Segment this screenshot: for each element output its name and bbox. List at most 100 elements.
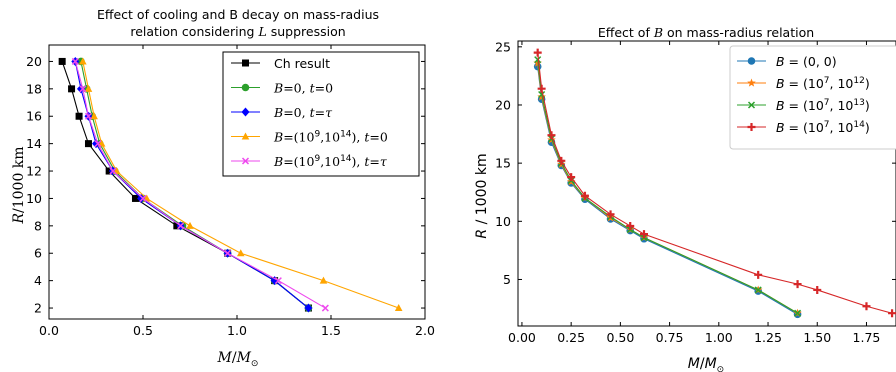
data-point	[606, 210, 615, 219]
label-part: )	[865, 120, 870, 135]
data-point	[84, 84, 93, 92]
data-point	[321, 304, 329, 312]
label-part: ⊙	[251, 359, 259, 369]
label-part: =0,	[283, 81, 309, 96]
x-tick-label: 1.50	[803, 330, 831, 345]
left-title-line1: Effect of cooling and B decay on mass-ra…	[97, 7, 379, 22]
label-part: /	[700, 356, 705, 372]
label-part: ⊙	[717, 365, 725, 372]
data-point	[236, 249, 245, 257]
right-legend: B = (0, 0)B = (107, 1012)B = (107, 1013)…	[729, 45, 896, 150]
right-y-axis-label: R / 1000 km	[474, 153, 490, 238]
x-tick-label: 0.0	[39, 323, 59, 338]
data-point	[534, 56, 542, 64]
label-part: )	[865, 76, 870, 91]
data-point	[557, 156, 566, 165]
label-part: , 10	[830, 98, 854, 113]
label-part: 12	[853, 76, 864, 86]
data-point	[131, 194, 139, 202]
label-part: τ	[380, 154, 388, 169]
legend-label: B = (0, 0)	[776, 54, 837, 69]
data-point	[68, 85, 76, 93]
label-part: 13	[853, 98, 864, 108]
label-part: B	[273, 154, 283, 169]
data-point	[92, 139, 100, 149]
plot-frame	[517, 40, 896, 327]
y-tick-label: 20	[495, 97, 511, 112]
y-tick-label: 14	[26, 136, 42, 151]
right-chart: Effect of B on mass-radius relation 0.00…	[474, 25, 896, 372]
label-part: t	[364, 154, 370, 169]
label-part: R	[11, 213, 27, 225]
left-y-axis-label: R/1000 km	[11, 146, 27, 224]
y-tick-label: 18	[26, 81, 42, 96]
label-part: =	[369, 154, 379, 169]
left-plot-area: 0.0 0.5 1.0 1.5 2.0 2 4 6 8 10 12 14 16 18 20	[26, 44, 435, 338]
data-point	[139, 194, 147, 202]
data-point	[224, 249, 232, 257]
series-4	[71, 57, 329, 312]
legend-entry: B = (0, 0)	[737, 54, 837, 69]
label-part: =(10	[283, 154, 314, 169]
series-line	[82, 61, 399, 309]
data-point	[580, 191, 589, 200]
legend-box	[729, 45, 896, 150]
data-point	[754, 270, 763, 279]
label-part: M	[688, 356, 700, 372]
legend-entry: B=0, t=τ	[231, 105, 333, 120]
data-point	[79, 57, 87, 65]
label-part: 7	[824, 98, 830, 108]
legend-entry: B = (107, 1012)	[737, 76, 870, 91]
x-tick-label: 2.0	[415, 323, 435, 338]
label-part: , 10	[830, 120, 854, 135]
y-tick-label: 25	[495, 39, 511, 54]
data-point	[75, 112, 83, 120]
label-part: B	[273, 105, 283, 120]
data-point	[319, 276, 328, 284]
label-part: = (10	[785, 98, 824, 113]
label-part: 9	[314, 130, 320, 140]
legend-marker	[747, 57, 756, 65]
left-title-line2: relation considering L suppression	[130, 24, 345, 39]
legend-entry: B=(109,1014), t=0	[231, 130, 388, 145]
legend-entry: B = (107, 1013)	[737, 98, 870, 113]
x-tick-label: 1.25	[754, 330, 782, 345]
legend-marker	[747, 101, 756, 109]
legend-label: Ch result	[274, 56, 330, 71]
label-part: = (10	[785, 76, 824, 91]
label-part: ,10	[320, 154, 340, 169]
data-point	[862, 302, 871, 311]
label-part: B	[273, 81, 283, 96]
left-chart: Effect of cooling and B decay on mass-ra…	[11, 7, 435, 369]
label-part: t	[310, 81, 316, 96]
left-title-line2-text: relation considering	[130, 24, 258, 39]
data-point	[109, 167, 117, 175]
data-point	[90, 112, 98, 120]
y-tick-label: 10	[26, 191, 42, 206]
label-part: B	[273, 130, 283, 145]
data-point	[537, 84, 546, 93]
data-point	[533, 48, 542, 57]
data-point	[626, 221, 635, 230]
label-part: 14	[340, 154, 352, 164]
data-point	[84, 112, 93, 120]
legend-box	[222, 51, 420, 177]
legend-marker	[747, 78, 756, 87]
x-tick-label: 1.0	[227, 323, 247, 338]
legend-entry: B = (107, 1014)	[737, 120, 870, 135]
label-part: 7	[824, 76, 830, 86]
label-part: /1000 km	[11, 146, 27, 213]
label-part: B	[776, 54, 785, 69]
x-tick-label: 0.25	[557, 330, 585, 345]
label-part: =0	[315, 81, 333, 96]
label-part: =(10	[283, 130, 314, 145]
data-point	[84, 140, 92, 148]
data-point	[640, 230, 648, 239]
label-part: t	[364, 130, 370, 145]
label-part: = (0, 0)	[785, 54, 837, 69]
x-tick-label: 1.75	[853, 330, 881, 345]
legend-marker	[241, 83, 250, 92]
label-part: , 10	[830, 76, 854, 91]
label-part: =	[315, 105, 325, 120]
